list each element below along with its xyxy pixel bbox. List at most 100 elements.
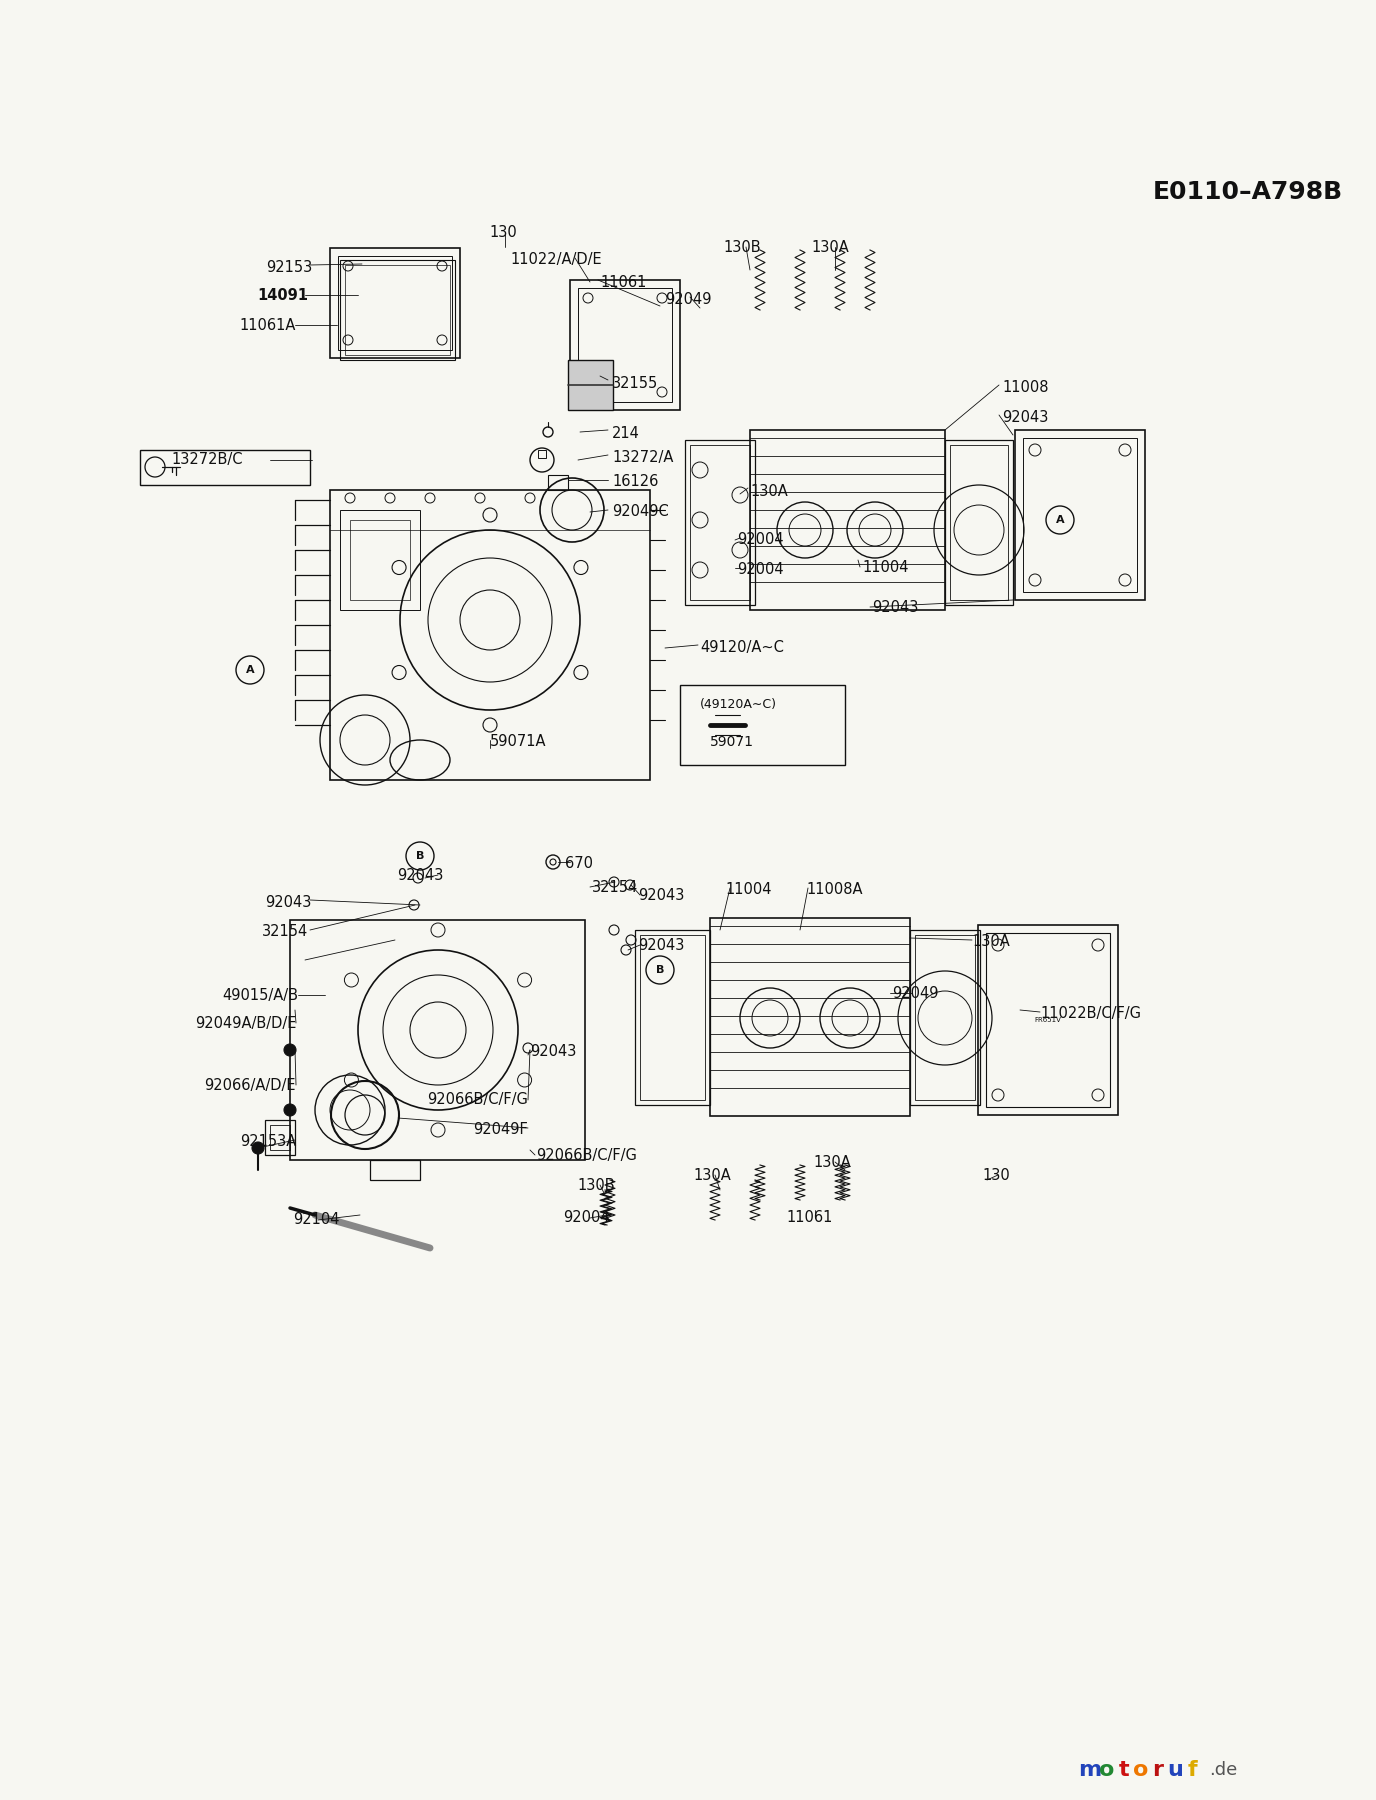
Text: 92043: 92043 (1002, 410, 1049, 425)
Text: 92043: 92043 (638, 938, 684, 952)
Bar (330, 490, 649, 779)
Text: 92066/A/D/E: 92066/A/D/E (205, 1078, 296, 1093)
Text: 32154: 32154 (261, 923, 308, 940)
Text: 49120/A∼C: 49120/A∼C (700, 641, 784, 655)
Text: 92153A: 92153A (239, 1134, 296, 1148)
Bar (270, 1125, 290, 1150)
Text: E0110–A798B: E0110–A798B (1153, 180, 1343, 203)
Text: 59071A: 59071A (490, 734, 546, 749)
Text: 92049A/B/D/E: 92049A/B/D/E (194, 1015, 296, 1031)
Bar (140, 450, 310, 484)
Bar (340, 509, 420, 610)
Text: 130B: 130B (724, 239, 761, 256)
Bar (710, 918, 910, 1116)
Text: .de: .de (1210, 1760, 1237, 1778)
Bar (987, 932, 1110, 1107)
Text: A: A (246, 664, 255, 675)
Text: 92043: 92043 (872, 599, 918, 616)
Bar (350, 520, 410, 599)
Bar (538, 450, 546, 457)
Text: 92049C: 92049C (612, 504, 669, 518)
Bar (568, 360, 612, 410)
Text: 92049: 92049 (892, 986, 938, 1001)
Text: 92066B/C/F/G: 92066B/C/F/G (537, 1148, 637, 1163)
Bar (370, 1159, 420, 1181)
Text: 92043: 92043 (266, 895, 312, 911)
Text: 13272/A: 13272/A (612, 450, 673, 464)
Text: 130B: 130B (577, 1177, 615, 1193)
Bar (548, 475, 568, 490)
Bar (978, 925, 1117, 1114)
Bar (290, 920, 585, 1159)
Bar (1022, 437, 1137, 592)
Text: 13272B/C: 13272B/C (171, 452, 242, 466)
Bar (1015, 430, 1145, 599)
Text: (49120A∼C): (49120A∼C) (700, 698, 777, 711)
Text: o: o (1099, 1760, 1115, 1780)
Bar (945, 439, 1013, 605)
Text: r: r (1153, 1760, 1164, 1780)
Bar (689, 445, 750, 599)
Text: 130A: 130A (971, 934, 1010, 949)
Text: 92066B/C/F/G: 92066B/C/F/G (427, 1093, 528, 1107)
Bar (680, 686, 845, 765)
Text: B: B (416, 851, 424, 860)
Bar (634, 931, 710, 1105)
Text: 92104: 92104 (293, 1211, 340, 1228)
Text: 11022/A/D/E: 11022/A/D/E (510, 252, 601, 266)
Bar (685, 439, 755, 605)
Text: A: A (1055, 515, 1064, 526)
Circle shape (283, 1103, 296, 1116)
Text: 11061: 11061 (600, 275, 647, 290)
Circle shape (283, 1044, 296, 1057)
Bar (750, 430, 945, 610)
Circle shape (252, 1141, 264, 1154)
Bar (345, 265, 450, 355)
Text: 11022B/C/F/G: 11022B/C/F/G (1040, 1006, 1141, 1021)
Text: t: t (1119, 1760, 1130, 1780)
Text: 32154: 32154 (592, 880, 638, 895)
Text: 11004: 11004 (861, 560, 908, 574)
Text: m: m (1079, 1760, 1102, 1780)
Text: 92043: 92043 (530, 1044, 577, 1058)
Text: 92049F: 92049F (473, 1121, 528, 1138)
Bar (949, 445, 1009, 599)
Text: 92043: 92043 (396, 868, 443, 884)
Text: 32155: 32155 (612, 376, 658, 391)
Bar (570, 281, 680, 410)
Text: 49015/A/B: 49015/A/B (222, 988, 299, 1003)
Text: 130A: 130A (750, 484, 787, 499)
Text: B: B (656, 965, 665, 976)
Bar (266, 1120, 294, 1156)
Bar (915, 934, 976, 1100)
Bar (578, 288, 671, 401)
Text: 59071: 59071 (710, 734, 754, 749)
Text: 130: 130 (488, 225, 517, 239)
Text: 214: 214 (612, 427, 640, 441)
Text: 92153: 92153 (266, 259, 312, 275)
Bar (640, 934, 705, 1100)
Bar (340, 259, 455, 360)
Text: 92043: 92043 (638, 887, 684, 904)
Text: 11004: 11004 (725, 882, 772, 896)
Text: 14091: 14091 (257, 288, 308, 302)
Text: u: u (1167, 1760, 1183, 1780)
Bar (330, 248, 460, 358)
Text: 92004: 92004 (738, 562, 783, 578)
Text: 11008: 11008 (1002, 380, 1049, 394)
Text: FR651V: FR651V (1035, 1017, 1061, 1022)
Bar (338, 256, 451, 349)
Text: 11061A: 11061A (239, 319, 296, 333)
Text: 130: 130 (982, 1168, 1010, 1183)
Text: 92004: 92004 (738, 533, 783, 547)
Text: 130A: 130A (813, 1156, 850, 1170)
Bar (910, 931, 980, 1105)
Text: 16126: 16126 (612, 473, 658, 490)
Text: o: o (1134, 1760, 1149, 1780)
Text: 670: 670 (566, 857, 593, 871)
Text: 92049: 92049 (665, 292, 711, 308)
Text: 11061: 11061 (787, 1210, 834, 1226)
Text: 130A: 130A (810, 239, 849, 256)
Text: 11008A: 11008A (806, 882, 863, 896)
Text: 92004: 92004 (563, 1210, 610, 1226)
